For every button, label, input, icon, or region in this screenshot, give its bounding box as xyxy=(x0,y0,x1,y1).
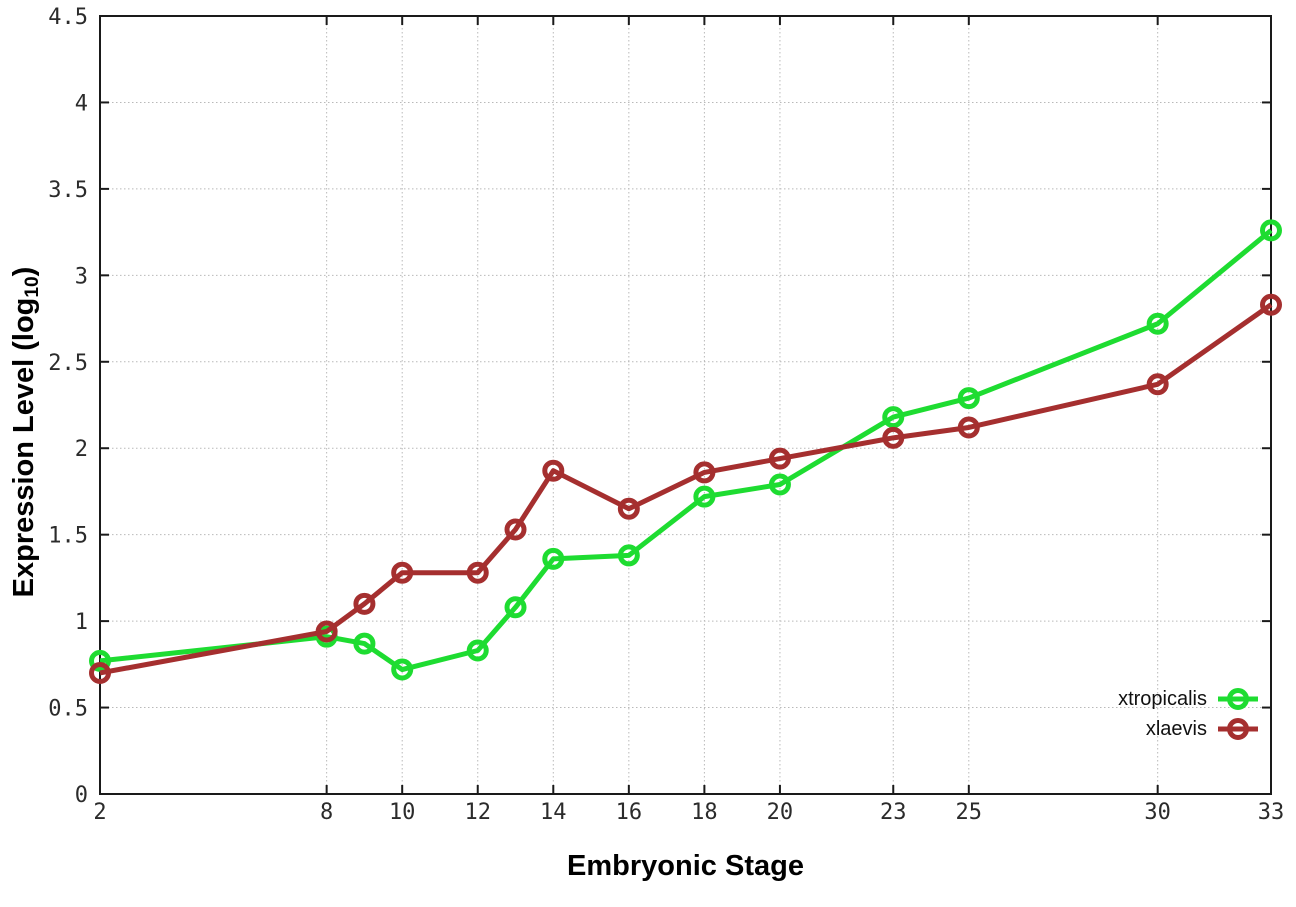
svg-text:4: 4 xyxy=(75,91,88,116)
y-axis-label-close: ) xyxy=(7,266,40,277)
svg-text:1: 1 xyxy=(75,610,88,635)
svg-text:14: 14 xyxy=(540,800,567,825)
svg-text:0: 0 xyxy=(75,783,88,808)
svg-text:3.5: 3.5 xyxy=(48,178,88,203)
svg-text:3: 3 xyxy=(75,264,88,289)
svg-text:0.5: 0.5 xyxy=(48,697,88,722)
y-axis-label-text: Expression Level (log xyxy=(7,297,40,598)
svg-text:4.5: 4.5 xyxy=(48,5,88,30)
svg-text:30: 30 xyxy=(1144,800,1171,825)
legend: xtropicalis xlaevis xyxy=(1118,686,1260,742)
y-axis-label-subscript: 10 xyxy=(22,276,44,298)
svg-text:8: 8 xyxy=(320,800,333,825)
y-axis-label: Expression Level (log10) xyxy=(8,267,44,598)
svg-text:33: 33 xyxy=(1258,800,1285,825)
legend-label: xtropicalis xyxy=(1118,688,1207,710)
svg-text:16: 16 xyxy=(616,800,643,825)
legend-label: xlaevis xyxy=(1145,718,1207,740)
x-axis-label: Embryonic Stage xyxy=(567,850,804,882)
legend-item-xlaevis: xlaevis xyxy=(1146,716,1260,742)
svg-text:2.5: 2.5 xyxy=(48,351,88,376)
svg-text:18: 18 xyxy=(691,800,718,825)
svg-text:2: 2 xyxy=(93,800,106,825)
svg-text:2: 2 xyxy=(75,437,88,462)
legend-marker-xlaevis-icon xyxy=(1218,718,1258,740)
svg-text:23: 23 xyxy=(880,800,907,825)
svg-text:25: 25 xyxy=(956,800,983,825)
legend-item-xtropicalis: xtropicalis xyxy=(1118,686,1260,712)
legend-marker-xtropicalis-icon xyxy=(1218,688,1258,710)
svg-text:12: 12 xyxy=(464,800,491,825)
svg-text:10: 10 xyxy=(389,800,416,825)
svg-text:20: 20 xyxy=(767,800,794,825)
svg-text:1.5: 1.5 xyxy=(48,524,88,549)
